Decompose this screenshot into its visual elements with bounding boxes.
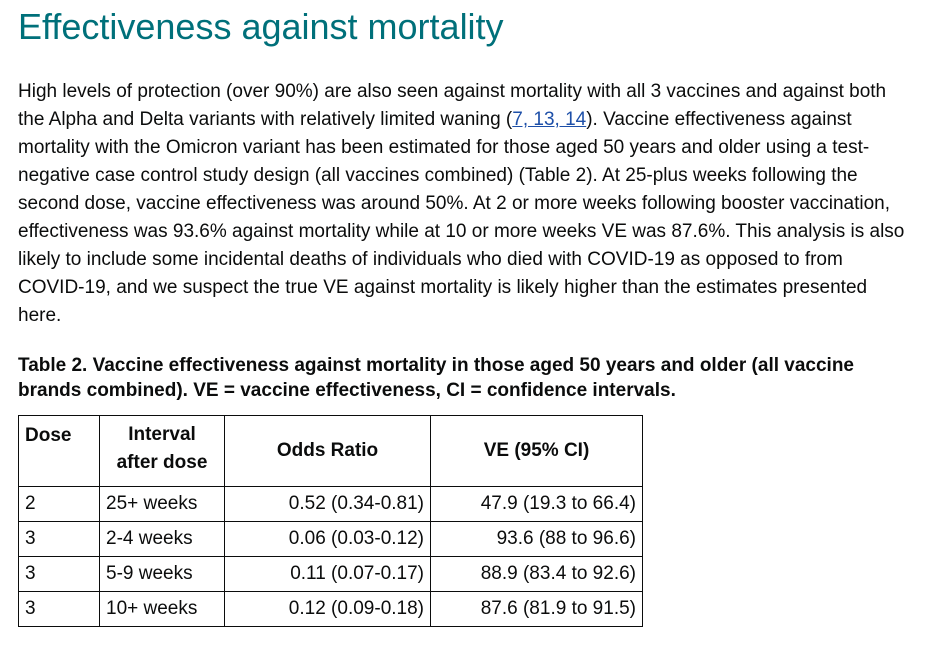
body-paragraph: High levels of protection (over 90%) are… (18, 78, 913, 330)
reference-link[interactable]: 7, 13, 14 (512, 109, 587, 130)
table-row: 3 2-4 weeks 0.06 (0.03-0.12) 93.6 (88 to… (18, 521, 643, 557)
cell-odds-ratio: 0.12 (0.09-0.18) (224, 591, 431, 627)
header-interval-line1: Interval (128, 424, 196, 445)
cell-ve: 88.9 (83.4 to 92.6) (430, 556, 643, 592)
cell-interval: 10+ weeks (99, 591, 225, 627)
paragraph-text-end: ). Vaccine effectiveness against mortali… (18, 109, 905, 326)
cell-interval: 5-9 weeks (99, 556, 225, 592)
cell-dose: 2 (18, 486, 100, 522)
cell-ve: 87.6 (81.9 to 91.5) (430, 591, 643, 627)
header-interval-line2: after dose (116, 452, 208, 473)
cell-odds-ratio: 0.06 (0.03-0.12) (224, 521, 431, 557)
cell-interval: 25+ weeks (99, 486, 225, 522)
table-row: 3 10+ weeks 0.12 (0.09-0.18) 87.6 (81.9 … (18, 591, 643, 627)
header-ve: VE (95% CI) (430, 415, 643, 487)
cell-dose: 3 (18, 556, 100, 592)
cell-dose: 3 (18, 521, 100, 557)
header-dose: Dose (18, 415, 100, 487)
vaccine-effectiveness-table: Dose Interval after dose Odds Ratio VE (9… (18, 415, 643, 627)
cell-dose: 3 (18, 591, 100, 627)
header-odds-ratio: Odds Ratio (224, 415, 431, 487)
table-caption: Table 2. Vaccine effectiveness against m… (18, 355, 854, 401)
table-row: 2 25+ weeks 0.52 (0.34-0.81) 47.9 (19.3 … (18, 486, 643, 522)
table-header-row: Dose Interval after dose Odds Ratio VE (9… (18, 415, 643, 487)
cell-odds-ratio: 0.11 (0.07-0.17) (224, 556, 431, 592)
cell-odds-ratio: 0.52 (0.34-0.81) (224, 486, 431, 522)
section-heading: Effectiveness against mortality (18, 6, 504, 47)
header-interval: Interval after dose (99, 415, 225, 487)
table-row: 3 5-9 weeks 0.11 (0.07-0.17) 88.9 (83.4 … (18, 556, 643, 592)
cell-ve: 47.9 (19.3 to 66.4) (430, 486, 643, 522)
cell-interval: 2-4 weeks (99, 521, 225, 557)
cell-ve: 93.6 (88 to 96.6) (430, 521, 643, 557)
paragraph-text-start: High levels of protection (over 90%) are… (18, 81, 887, 130)
